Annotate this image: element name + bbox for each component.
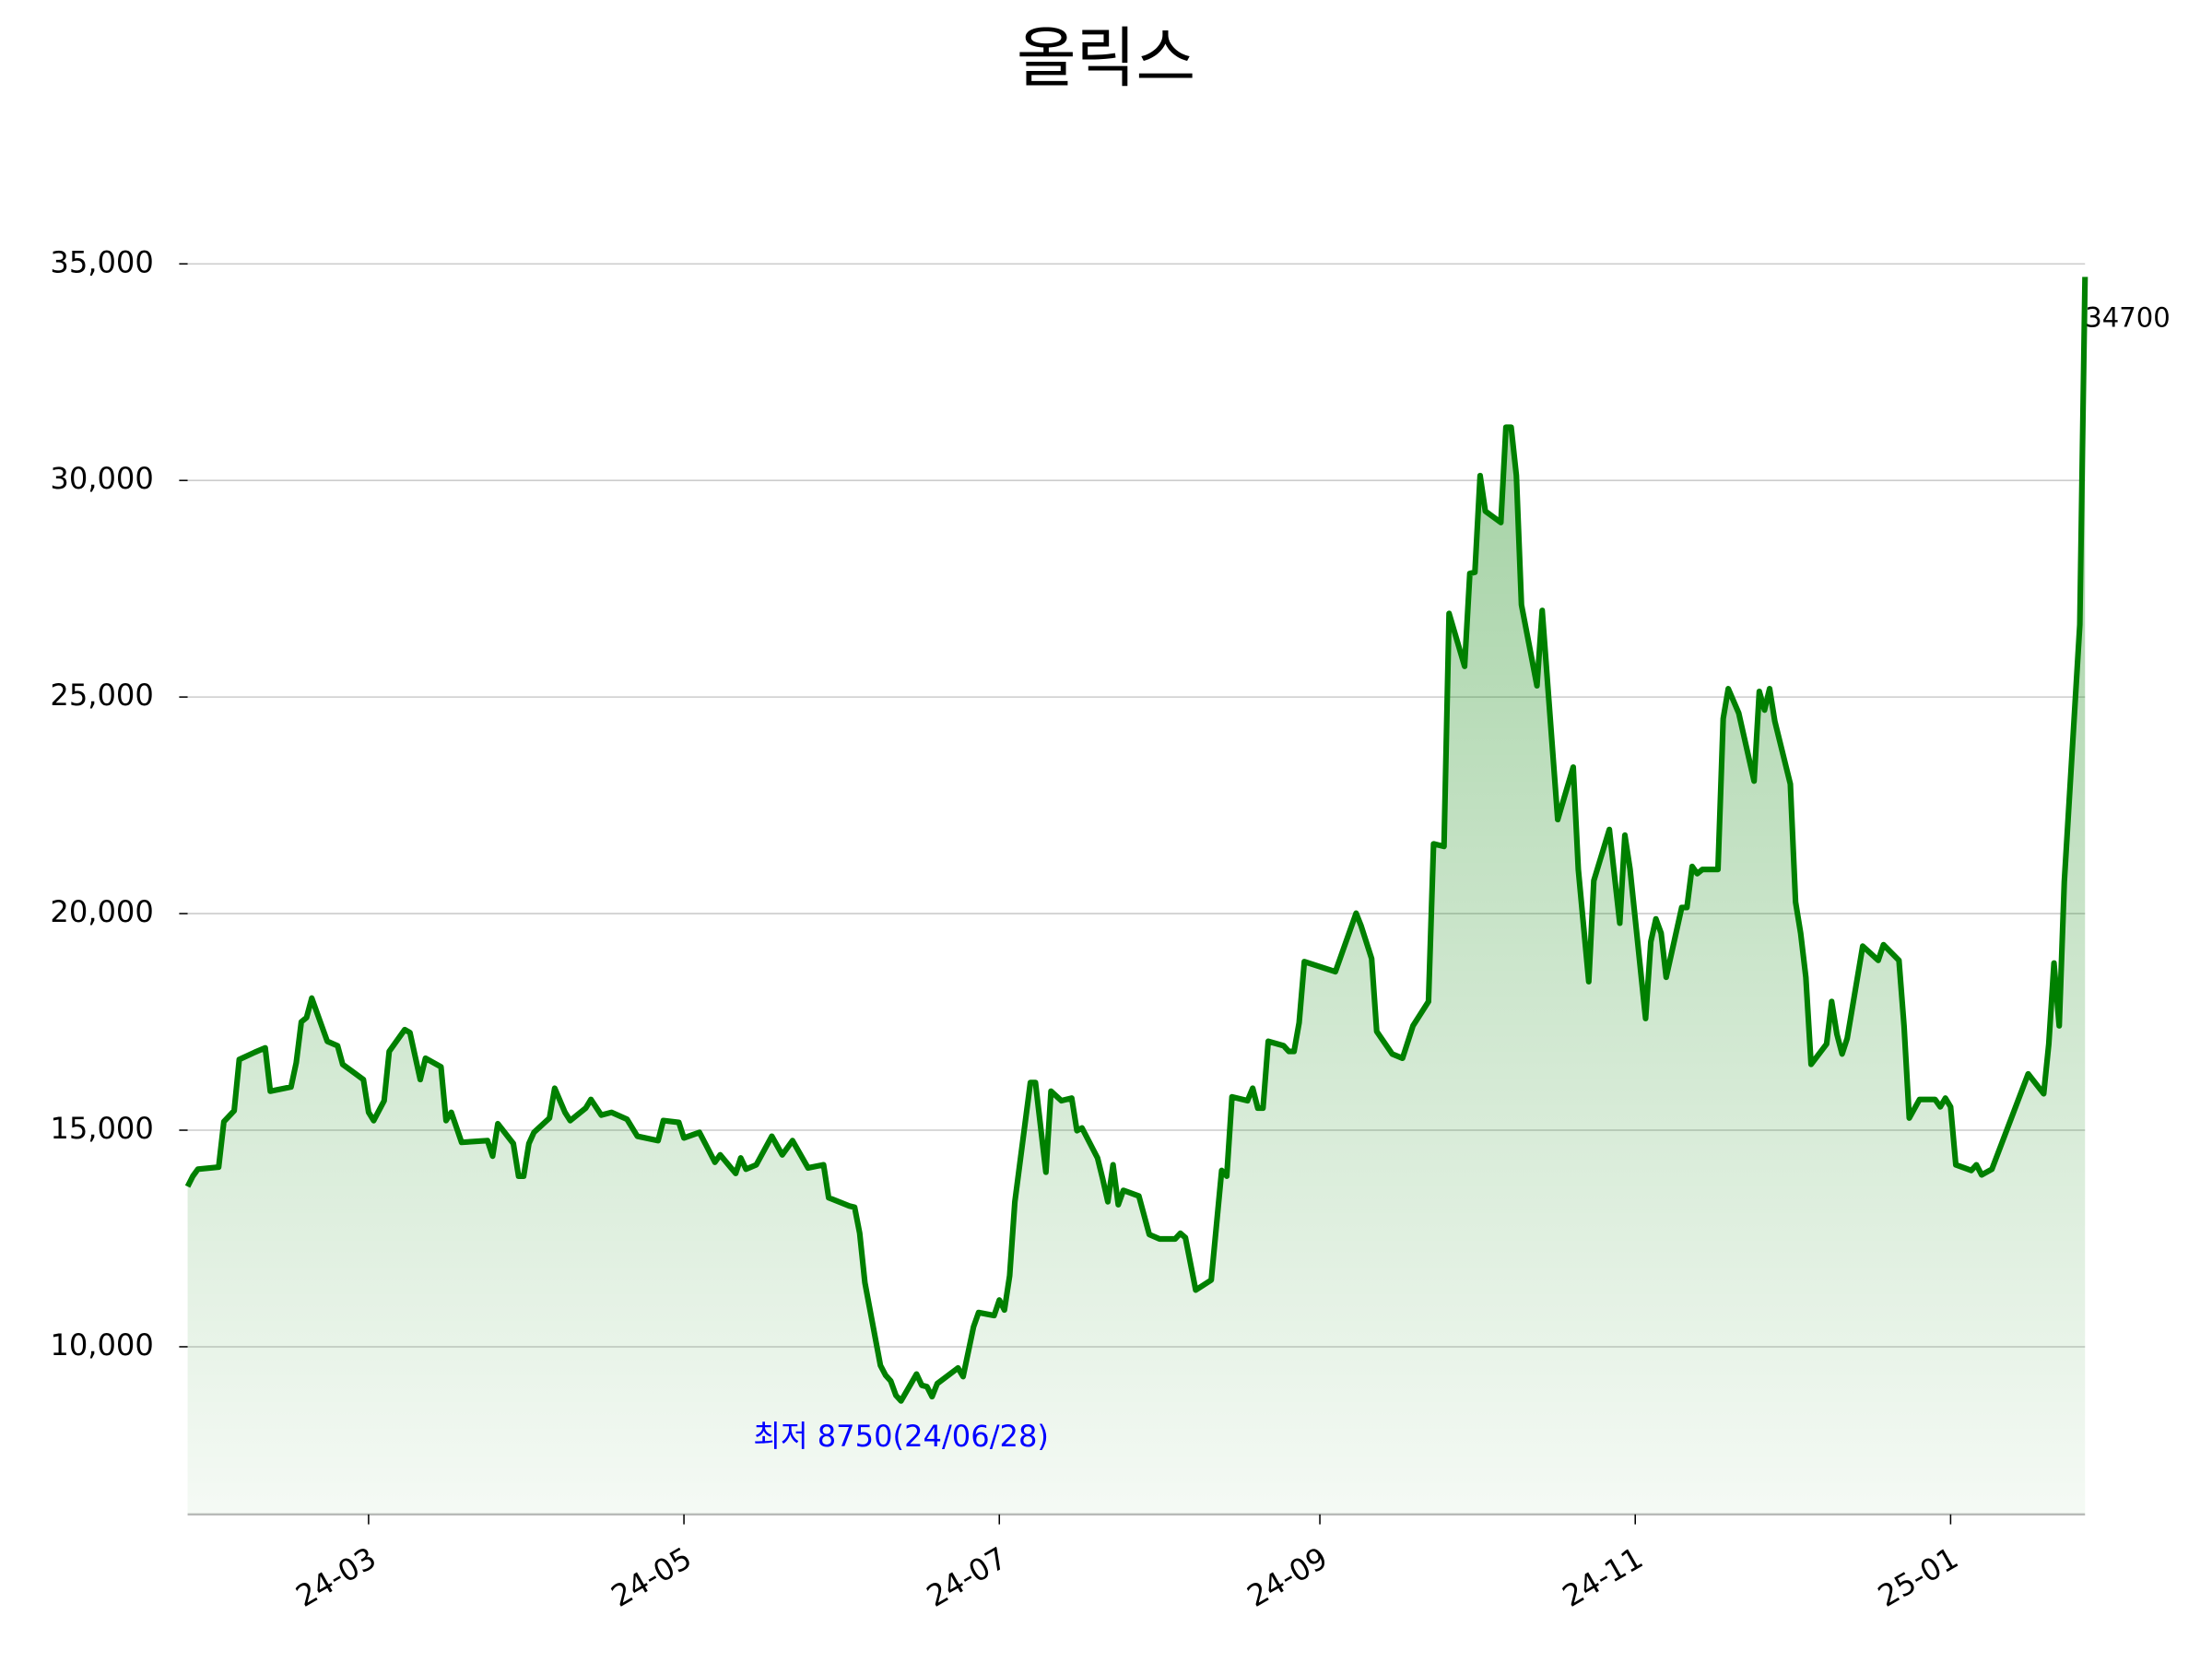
x-tick-label: 24-05 [606,1540,698,1614]
y-tick-label: 30,000 [50,461,153,496]
y-tick-label: 35,000 [50,244,153,279]
y-tick-label: 20,000 [50,894,153,929]
annotation: 최저 8750(24/06/28) [753,1419,1049,1454]
y-tick-label: 25,000 [50,678,153,713]
value-label: 34700 [2085,302,2170,334]
x-tick-label: 25-01 [1872,1540,1964,1614]
x-tick-label: 24-03 [290,1540,382,1614]
chart-title: 올릭스 [1017,19,1195,96]
x-tick-label: 24-09 [1241,1540,1334,1614]
line [184,277,2088,1404]
x-tick-label: 24-11 [1557,1540,1649,1614]
x-tick-label: 24-07 [921,1540,1013,1614]
area [187,277,2086,1515]
y-tick-label: 15,000 [50,1111,153,1146]
y-tick-label: 10,000 [50,1327,153,1362]
